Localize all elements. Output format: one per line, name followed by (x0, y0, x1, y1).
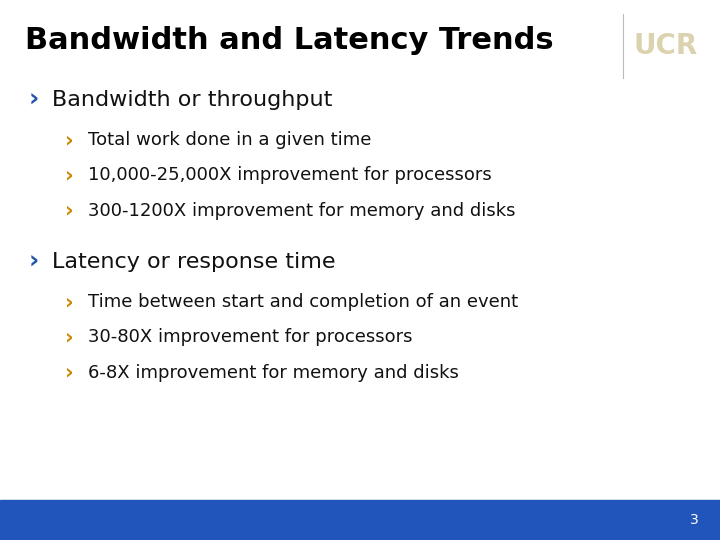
Text: ›: › (29, 250, 39, 274)
Text: ›: › (29, 88, 39, 112)
Text: ›: › (65, 292, 73, 313)
Text: Bandwidth and Latency Trends: Bandwidth and Latency Trends (25, 26, 554, 55)
Text: ›: › (65, 362, 73, 383)
Text: Time between start and completion of an event: Time between start and completion of an … (88, 293, 518, 312)
Text: ›: › (65, 165, 73, 186)
Text: 6-8X improvement for memory and disks: 6-8X improvement for memory and disks (88, 363, 459, 382)
Text: ›: › (65, 200, 73, 221)
Text: ›: › (65, 130, 73, 151)
Text: 3: 3 (690, 513, 698, 526)
Text: 30-80X improvement for processors: 30-80X improvement for processors (88, 328, 413, 347)
Text: Bandwidth or throughput: Bandwidth or throughput (52, 90, 332, 110)
Text: Total work done in a given time: Total work done in a given time (88, 131, 372, 150)
Text: UCR: UCR (634, 32, 698, 60)
Text: Latency or response time: Latency or response time (52, 252, 336, 272)
Text: 10,000-25,000X improvement for processors: 10,000-25,000X improvement for processor… (88, 166, 492, 185)
Text: 300-1200X improvement for memory and disks: 300-1200X improvement for memory and dis… (88, 201, 516, 220)
Text: ›: › (65, 327, 73, 348)
